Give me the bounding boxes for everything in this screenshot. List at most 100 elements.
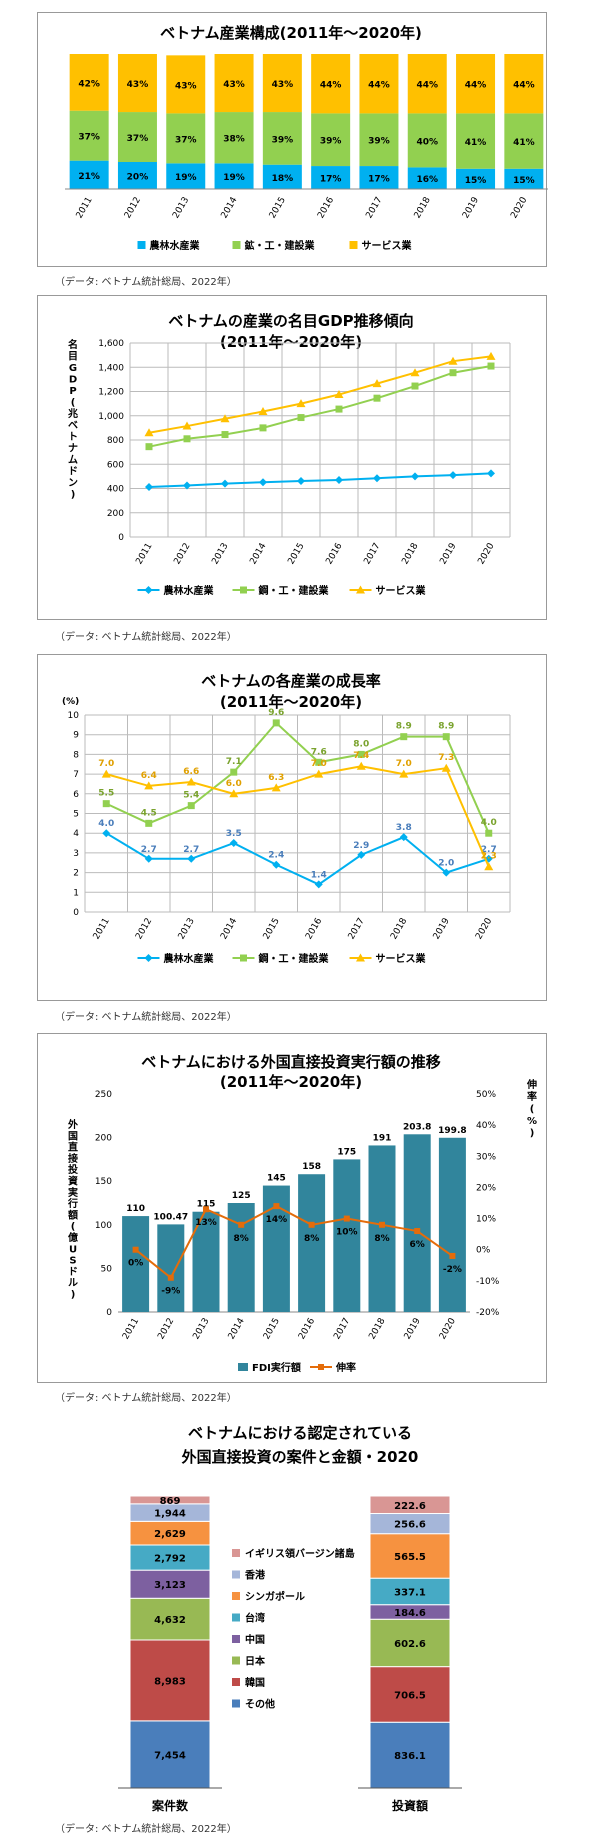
y-axis-label: G	[69, 363, 77, 374]
x-tick-label: 2020	[474, 916, 494, 941]
data-label: 44%	[513, 81, 535, 91]
y2-tick-label: 30%	[476, 1152, 496, 1162]
data-label: 39%	[320, 137, 342, 147]
data-point	[410, 368, 420, 377]
y-axis-label: S	[69, 1256, 76, 1267]
legend-label: 韓国	[245, 1676, 265, 1689]
y-axis-label: 接	[68, 1152, 78, 1165]
bar-segment	[359, 113, 399, 167]
data-label: 43%	[175, 81, 197, 91]
category-label: 案件数	[151, 1798, 189, 1813]
data-label: 7.4	[353, 751, 369, 761]
data-point	[486, 351, 496, 360]
y-tick-label: 1	[73, 888, 79, 898]
data-label: 2,792	[154, 1554, 186, 1565]
y-axis-label: 直	[68, 1141, 78, 1154]
fdi-disbursement-chart: ベトナムにおける外国直接投資実行額の推移 (2011年～2020年) 0 50 100 1…	[67, 1053, 537, 1374]
data-label: 15%	[465, 176, 487, 186]
y-axis-label: 外	[67, 1118, 78, 1131]
bar-segment	[504, 168, 544, 189]
y-axis-label: D	[69, 375, 77, 386]
y-axis-label: ベ	[68, 420, 78, 432]
growth-rate-chart: ベトナムの各産業の成長率 (2011年～2020年) 0 1 2 3 4 5 6 7 8 9 10 201…	[62, 672, 511, 965]
data-point	[183, 481, 191, 490]
data-point	[400, 733, 408, 741]
legend-marker	[144, 586, 153, 594]
bar-segment	[214, 112, 254, 164]
data-point	[145, 483, 153, 492]
data-label: 7.0	[311, 759, 327, 769]
data-point	[296, 399, 306, 408]
bar	[403, 1134, 431, 1312]
legend-swatch	[232, 1656, 240, 1665]
x-tick-label: 2019	[432, 916, 452, 941]
data-point	[373, 394, 381, 402]
y-tick-label: 9	[73, 731, 79, 741]
data-label: 3.8	[396, 823, 412, 833]
data-label: 2.9	[353, 841, 369, 851]
bar-segment	[504, 113, 544, 169]
data-label: 42%	[78, 79, 100, 89]
growth-point	[273, 1203, 280, 1210]
x-tick-label: 2012	[123, 196, 143, 221]
x-tick-label: 2017	[364, 196, 384, 221]
data-label: 7,454	[154, 1750, 186, 1761]
data-point	[399, 769, 409, 778]
data-label: 21%	[78, 172, 100, 182]
legend-swatch	[232, 1570, 240, 1579]
y-axis-label: ド	[68, 466, 78, 478]
growth-point	[308, 1221, 315, 1228]
growth-point	[343, 1215, 350, 1222]
data-point	[102, 800, 110, 808]
x-tick-label: 2020	[438, 1316, 458, 1341]
y-axis-label: 投	[68, 1163, 78, 1176]
series-line	[105, 765, 490, 868]
data-label: 3.5	[226, 829, 242, 839]
data-point	[297, 476, 305, 485]
bar-segment	[262, 112, 302, 165]
data-label: 5.5	[98, 789, 114, 799]
legend-label: 鋼・工・建設業	[258, 952, 330, 965]
data-label: 100.47	[153, 1212, 188, 1222]
y-tick-label: 7	[73, 770, 79, 780]
y-axis-label: 目	[68, 351, 78, 363]
y-tick-label: 400	[107, 485, 124, 495]
legend-marker	[318, 1364, 324, 1370]
data-label: 8.9	[438, 722, 454, 732]
y-axis-label: 額	[67, 1208, 78, 1221]
bar-segment	[214, 163, 254, 189]
x-tick-label: 2012	[172, 542, 192, 567]
data-label: 19%	[175, 173, 197, 183]
x-tick-label: 2019	[461, 195, 481, 220]
data-label: 37%	[78, 133, 100, 143]
data-point	[449, 369, 457, 377]
data-label: 2.7	[141, 845, 157, 855]
y-axis-label: 億	[68, 1231, 78, 1244]
y-tick-label: 200	[107, 509, 124, 519]
x-tick-label: 2016	[316, 195, 336, 220]
chart-subtitle: (2011年～2020年)	[220, 693, 362, 711]
legend-label: サービス業	[376, 952, 427, 965]
legend-marker	[356, 953, 365, 962]
data-label: 7.3	[438, 753, 454, 763]
legend-label: 台湾	[245, 1612, 265, 1625]
x-tick-label: 2016	[304, 916, 324, 941]
x-tick-label: 2014	[248, 541, 268, 566]
y-axis-label: 兆	[68, 407, 78, 420]
bar-segment	[311, 54, 351, 114]
data-label: 7.0	[396, 759, 412, 769]
data-label: 337.1	[394, 1587, 426, 1598]
y-tick-label: 600	[107, 460, 124, 470]
y-axis-label: ル	[68, 1278, 78, 1289]
series-line	[148, 365, 492, 448]
bar-segment	[129, 1569, 211, 1599]
y-axis-label: )	[71, 1290, 76, 1301]
bar-segment	[69, 54, 109, 111]
data-label: 6.6	[183, 767, 199, 777]
x-tick-label: 2013	[210, 542, 230, 567]
data-label: 44%	[465, 81, 487, 91]
legend-swatch	[232, 1613, 240, 1622]
growth-point	[203, 1206, 209, 1213]
y2-tick-label: -10%	[476, 1277, 500, 1287]
data-label: 17%	[320, 175, 342, 185]
